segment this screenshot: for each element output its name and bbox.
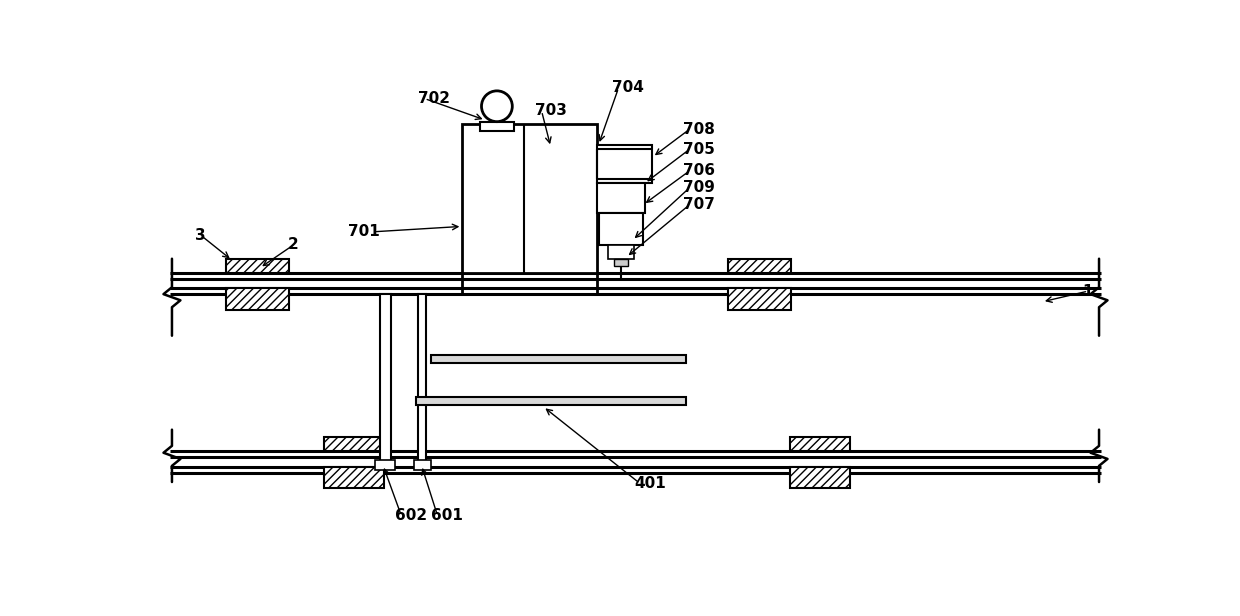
Bar xyxy=(596,145,652,183)
Text: 704: 704 xyxy=(613,80,645,95)
Bar xyxy=(414,460,430,469)
Bar xyxy=(324,437,383,451)
Bar xyxy=(614,259,627,266)
Text: 706: 706 xyxy=(683,163,715,179)
Bar xyxy=(480,121,513,131)
Bar xyxy=(790,437,849,451)
Text: 703: 703 xyxy=(536,103,567,118)
Text: 1: 1 xyxy=(1083,283,1092,299)
Text: 401: 401 xyxy=(634,476,666,491)
Circle shape xyxy=(481,91,512,121)
Bar xyxy=(728,259,791,272)
Bar xyxy=(226,288,289,309)
Bar xyxy=(599,213,644,245)
Text: 3: 3 xyxy=(195,228,206,243)
Bar xyxy=(379,294,391,463)
Bar xyxy=(376,460,396,469)
Bar xyxy=(608,245,634,259)
Text: 702: 702 xyxy=(418,91,450,106)
Text: 709: 709 xyxy=(683,180,715,195)
Text: 602: 602 xyxy=(396,508,428,524)
Bar xyxy=(324,467,383,488)
Bar xyxy=(790,467,849,488)
Bar xyxy=(432,355,686,363)
Text: 601: 601 xyxy=(432,508,464,524)
Bar xyxy=(596,183,645,213)
Bar xyxy=(728,288,791,309)
Bar xyxy=(226,259,289,272)
Bar xyxy=(463,124,596,272)
Text: 708: 708 xyxy=(683,122,715,137)
Text: 707: 707 xyxy=(683,197,715,213)
Bar xyxy=(417,397,686,405)
Text: 2: 2 xyxy=(288,237,298,253)
Text: 705: 705 xyxy=(683,142,715,157)
Text: 701: 701 xyxy=(348,224,379,239)
Bar xyxy=(418,294,427,463)
